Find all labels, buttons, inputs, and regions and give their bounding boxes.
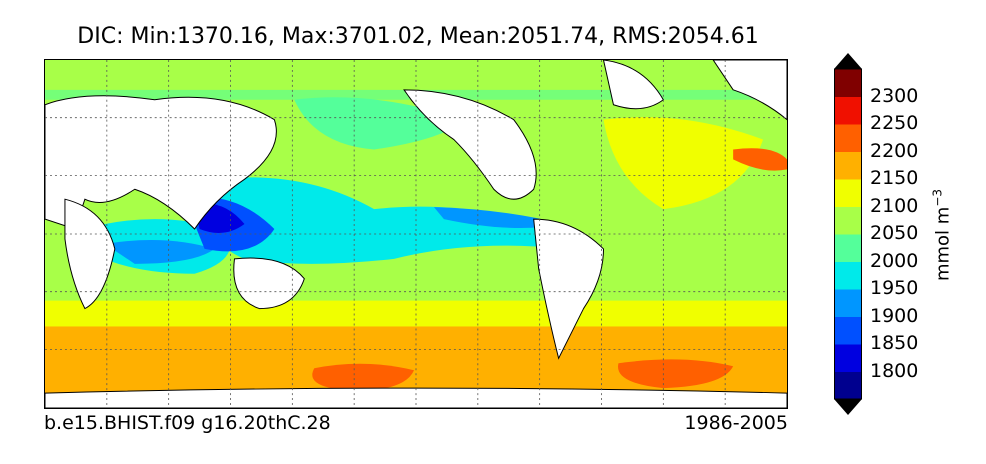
colorbar-tick-label: 2150 — [870, 167, 919, 189]
colorbar-segment — [834, 96, 862, 125]
colorbar-segment — [834, 206, 862, 235]
colorbar-max-extension — [834, 53, 862, 69]
colorbar-tick-label: 2300 — [870, 84, 919, 107]
colorbar-segment — [834, 316, 862, 345]
colorbar-segment — [834, 124, 862, 152]
plot-title: DIC: Min:1370.16, Max:3701.02, Mean:2051… — [77, 24, 759, 49]
colorbar-min-extension — [834, 399, 862, 415]
graticule — [45, 60, 787, 408]
colorbar-tick-label: 1850 — [870, 332, 919, 354]
north-america-landmass — [403, 89, 537, 200]
southern-high-patch-1 — [312, 363, 415, 391]
colorbar — [834, 53, 862, 415]
colorbar-tick-label: 2250 — [870, 112, 919, 134]
ocean-dic-map — [45, 60, 787, 408]
colorbar-segment — [834, 179, 862, 207]
colorbar-tick-label: 1900 — [870, 304, 919, 327]
colorbar-segment — [834, 234, 862, 262]
colorbar-segment — [834, 151, 862, 180]
colorbar-tick-label: 1950 — [870, 277, 919, 299]
south-america-landmass — [533, 218, 604, 360]
colorbar-segment — [834, 371, 862, 400]
colorbar-tick-label: 1800 — [870, 359, 919, 382]
pacific-equatorial-low — [208, 177, 564, 264]
colorbar-unit: mmol m — [932, 206, 954, 282]
colorbar-label: mmol m−3 — [931, 189, 954, 281]
period-label: 1986-2005 — [684, 412, 788, 434]
north-atlantic-high — [603, 117, 764, 210]
colorbar-tick-label: 2000 — [870, 249, 919, 272]
colorbar-tick-label: 2100 — [870, 194, 919, 217]
colorbar-segment — [834, 69, 862, 97]
colorbar-segment — [834, 289, 862, 317]
colorbar-segment — [834, 344, 862, 372]
australia-landmass — [233, 257, 305, 310]
case-name-label: b.e15.BHIST.f09 g16.20thC.28 — [44, 412, 331, 434]
europe-asia-landmass — [712, 60, 787, 121]
southern-high-patch-2 — [618, 359, 734, 389]
map-panel — [44, 59, 788, 409]
colorbar-tick-label: 2050 — [870, 222, 919, 244]
colorbar-segment — [834, 261, 862, 290]
eurasia-africa-landmass — [45, 95, 277, 230]
arctic-band — [45, 60, 787, 90]
colorbar-tick-label: 2200 — [870, 139, 919, 162]
colorbar-unit-exponent: −3 — [930, 188, 945, 207]
